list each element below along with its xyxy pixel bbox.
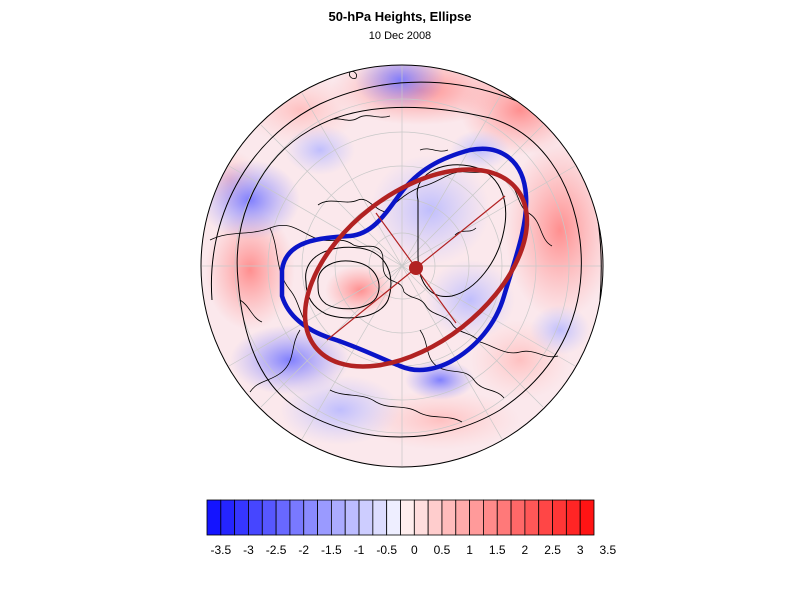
plot-subtitle: 10 Dec 2008 (368, 30, 432, 42)
colorbar-box (552, 499, 567, 536)
colorbar-box (386, 499, 401, 536)
colorbar-tick-label: 2.5 (544, 543, 561, 557)
ellipse-centroid-marker (409, 261, 423, 275)
colorbar-tick-label: 0.5 (434, 543, 451, 557)
colorbar-tick-label: -1 (354, 543, 365, 557)
colorbar-box (330, 499, 346, 536)
colorbar-boxes (206, 499, 595, 536)
colorbar-box (220, 499, 236, 536)
colorbar-box (344, 499, 360, 536)
colorbar-tick-label: -3 (243, 543, 254, 557)
colorbar-box (317, 499, 332, 536)
plot-title: 50-hPa Heights, Ellipse (328, 9, 472, 24)
colorbar-tick-label: 1.5 (489, 543, 506, 557)
vortex-ellipse (302, 167, 530, 369)
colorbar-box (441, 499, 457, 536)
colorbar-box (248, 499, 263, 536)
colorbar-box (579, 499, 595, 536)
colorbar-box (483, 499, 498, 536)
colorbar-box (469, 499, 484, 536)
colorbar-box (510, 499, 526, 536)
colorbar-tick-label: -0.5 (376, 543, 397, 557)
colorbar-box (372, 499, 388, 536)
colorbar-box (538, 499, 553, 536)
vortex-edge-contour (279, 146, 529, 373)
colorbar-tick-label: 2 (522, 543, 529, 557)
colorbar-box (565, 499, 581, 536)
colorbar-box (413, 499, 429, 536)
colorbar-box (275, 499, 291, 536)
colorbar-box (261, 499, 277, 536)
colorbar-box (455, 499, 471, 536)
colorbar-tick-label: -3.5 (210, 543, 231, 557)
colorbar-box (496, 499, 512, 536)
colorbar-tick-label: -2 (298, 543, 309, 557)
colorbar-box (206, 499, 222, 536)
colorbar-labels: -3.5 -3 -2.5 -2 -1.5 -1 -0.5 0 0.5 1 1.5 2 2.5 3 3.5 (210, 543, 616, 557)
colorbar-box (427, 499, 443, 536)
colorbar-tick-label: -2.5 (266, 543, 287, 557)
colorbar-box (524, 499, 540, 536)
colorbar-box (303, 499, 318, 536)
colorbar-tick-label: 3 (577, 543, 584, 557)
colorbar-box (234, 499, 249, 536)
colorbar-box (358, 499, 374, 536)
colorbar-tick-label: -1.5 (321, 543, 342, 557)
colorbar-tick-label: 0 (411, 543, 418, 557)
colorbar-box (289, 499, 305, 536)
colorbar-tick-label: 1 (466, 543, 473, 557)
colorbar-box (400, 499, 415, 536)
colorbar-tick-label: 3.5 (599, 543, 616, 557)
globe-outline (200, 64, 604, 468)
